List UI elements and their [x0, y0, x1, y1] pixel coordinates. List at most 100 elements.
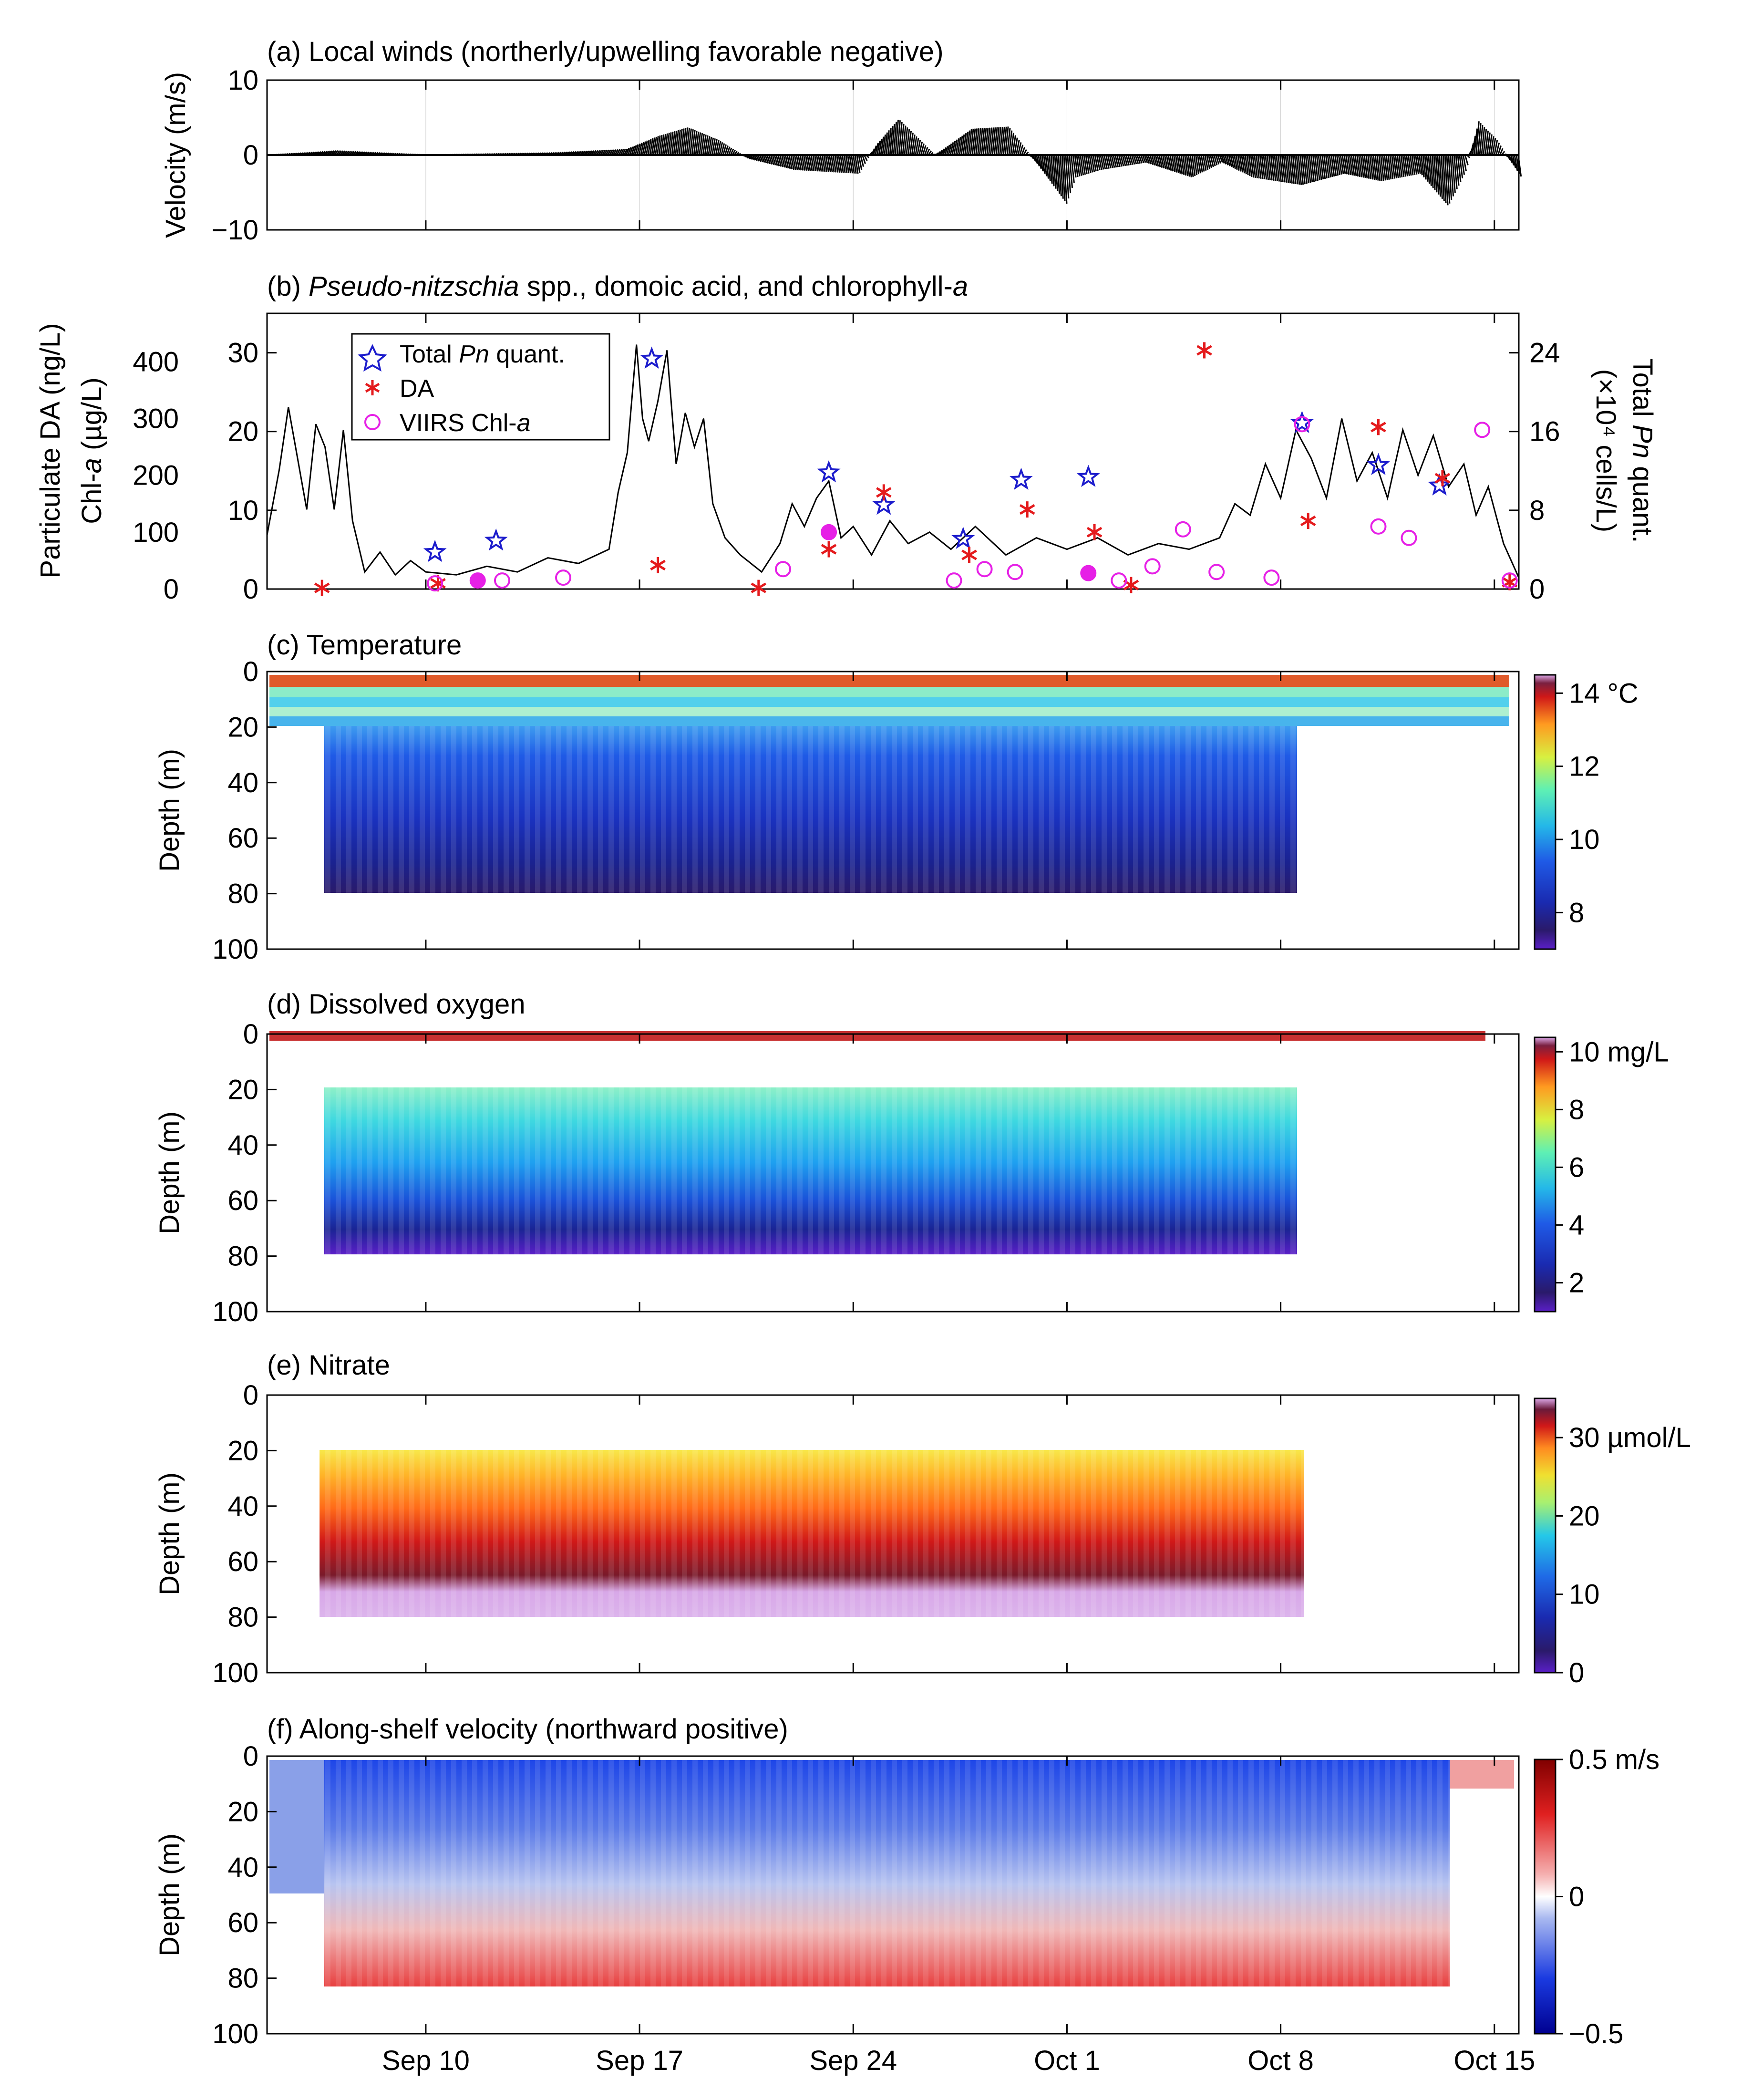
legend-circle-marker — [364, 414, 381, 430]
viirs-chl-point — [821, 524, 837, 540]
depth-tick-label: 20 — [227, 1074, 258, 1105]
pn-star-point — [1009, 467, 1033, 490]
depth-tick-label: 80 — [227, 1241, 258, 1272]
depth-tick-label: 0 — [243, 1741, 258, 1772]
panel-b-title-a: a — [953, 271, 968, 302]
temp-colorbar — [1534, 674, 1556, 950]
panel-a-ylabel: Velocity (m/s) — [160, 72, 191, 238]
panel-b-title-genus: Pseudo-nitzschia — [309, 271, 519, 302]
panel-d-frame — [266, 1033, 1520, 1313]
y-tick-label: 10 — [227, 65, 258, 96]
vel-nearshore-patch — [1450, 1760, 1514, 1789]
da-point — [314, 579, 330, 596]
depth-axis-label: Depth (m) — [154, 749, 185, 872]
depth-tick-label: 20 — [227, 712, 258, 743]
do-field-texture — [324, 1087, 1297, 1254]
colorbar-tick-label: 10 — [1569, 1579, 1600, 1610]
colorbar-tick-label: 8 — [1569, 1094, 1584, 1125]
panel-b-ylabel-da: Particulate DA (ng/L) — [35, 323, 66, 578]
depth-tick-label: 80 — [227, 1602, 258, 1633]
da-point — [430, 575, 446, 592]
legend-asterisk-marker — [365, 380, 380, 395]
viirs-chl-point — [1208, 564, 1225, 580]
depth-tick-label: 100 — [212, 1296, 258, 1327]
viirs-chl-point — [1294, 416, 1310, 433]
da-point — [650, 557, 666, 573]
depth-tick-label: 40 — [227, 1130, 258, 1161]
panel-a-title: (a) Local winds (northerly/upwelling fav… — [267, 36, 944, 67]
panel-b-pn-da-chl: (b) Pseudo-nitzschia spp., domoic acid, … — [35, 271, 1658, 605]
viirs-chl-point — [1175, 521, 1191, 538]
colorbar-tick-label: 30 µmol/L — [1569, 1422, 1691, 1453]
viirs-chl-point — [946, 572, 962, 589]
viirs-chl-point — [555, 569, 572, 586]
depth-tick-label: 80 — [227, 879, 258, 910]
legend-pn-italic: Pn — [459, 341, 489, 368]
legend-pn-pre: Total — [400, 341, 459, 368]
chl-tick-label: 10 — [227, 495, 258, 526]
viirs-chl-point — [1144, 558, 1161, 575]
pn-star-point — [640, 346, 664, 369]
chl-tick-label: 30 — [227, 338, 258, 369]
pn-tick-label: 0 — [1529, 574, 1545, 605]
depth-tick-label: 0 — [243, 1019, 258, 1050]
legend-chl-pre: VIIRS Chl- — [400, 409, 517, 437]
depth-tick-label: 20 — [227, 1435, 258, 1466]
legend-pn-post: quant. — [489, 341, 565, 368]
colorbar-tick-label: 8 — [1569, 897, 1584, 928]
viirs-chl-point — [1474, 422, 1491, 438]
da-point — [1019, 501, 1035, 518]
colorbar-tick-label: 14 °C — [1569, 678, 1639, 709]
pn-star-point — [1428, 473, 1452, 496]
chl-tick-label: 20 — [227, 416, 258, 447]
viirs-chl-point — [494, 572, 510, 589]
chl-label-unit: (µg/L) — [76, 377, 107, 458]
depth-tick-label: 100 — [212, 934, 258, 965]
vel-surface-field — [269, 1760, 327, 1893]
pn-star-point — [1076, 465, 1100, 487]
depth-tick-label: 100 — [212, 2018, 258, 2049]
depth-tick-label: 80 — [227, 1963, 258, 1994]
depth-tick-label: 60 — [227, 1907, 258, 1938]
panel-b-frame — [266, 312, 1520, 590]
legend-box — [351, 333, 610, 441]
colorbar-tick-label: 10 — [1569, 824, 1600, 855]
temp-upper-band-3 — [269, 707, 1509, 716]
pn-label-post: quant. — [1627, 458, 1658, 543]
colorbar-tick-label: 10 mg/L — [1569, 1036, 1669, 1067]
no3-colorbar — [1534, 1397, 1556, 1674]
da-point — [961, 547, 977, 563]
pn-star-point — [817, 460, 841, 483]
depth-axis-label: Depth (m) — [154, 1111, 185, 1234]
temperature-field — [269, 675, 1509, 893]
temp-field-texture — [324, 726, 1297, 893]
x-tick-label: Sep 24 — [809, 2045, 897, 2076]
pn-star-point — [1367, 453, 1390, 476]
da-point — [1086, 524, 1103, 540]
depth-tick-label: 0 — [243, 656, 258, 687]
temp-surface-band — [269, 675, 1509, 687]
panel-b-ylabel-pn: Total Pn quant. — [1627, 359, 1658, 543]
pn-star-point — [951, 527, 975, 549]
da-point — [1371, 419, 1386, 435]
oxygen-field — [269, 1031, 1485, 1254]
viirs-chl-point — [976, 561, 993, 578]
colorbar-tick-label: 0.5 m/s — [1569, 1744, 1659, 1775]
da-tick-label: 100 — [133, 517, 179, 548]
chl-label-a: a — [76, 458, 107, 473]
panel-f-velocity: (f) Along-shelf velocity (northward posi… — [154, 1714, 1659, 2076]
panel-b-ylabel-chl: Chl-a (µg/L) — [76, 377, 107, 524]
panel-d-oxygen: (d) Dissolved oxygen 0 20 40 60 80 100 Depth (… — [154, 989, 1669, 1327]
legend-star-marker — [358, 344, 387, 372]
panel-b-legend: Total Pn quant. DA VIIRS Chl-a — [351, 333, 610, 441]
temp-upper-band-2 — [269, 697, 1509, 707]
viirs-chl-point — [469, 572, 486, 589]
no3-field-texture — [319, 1450, 1304, 1617]
da-point — [751, 579, 767, 596]
temp-upper-band-1 — [269, 687, 1509, 697]
do-colorbar — [1534, 1036, 1556, 1313]
depth-axis-label: Depth (m) — [154, 1833, 185, 1956]
panel-a-winds: (a) Local winds (northerly/upwelling fav… — [160, 36, 1522, 246]
